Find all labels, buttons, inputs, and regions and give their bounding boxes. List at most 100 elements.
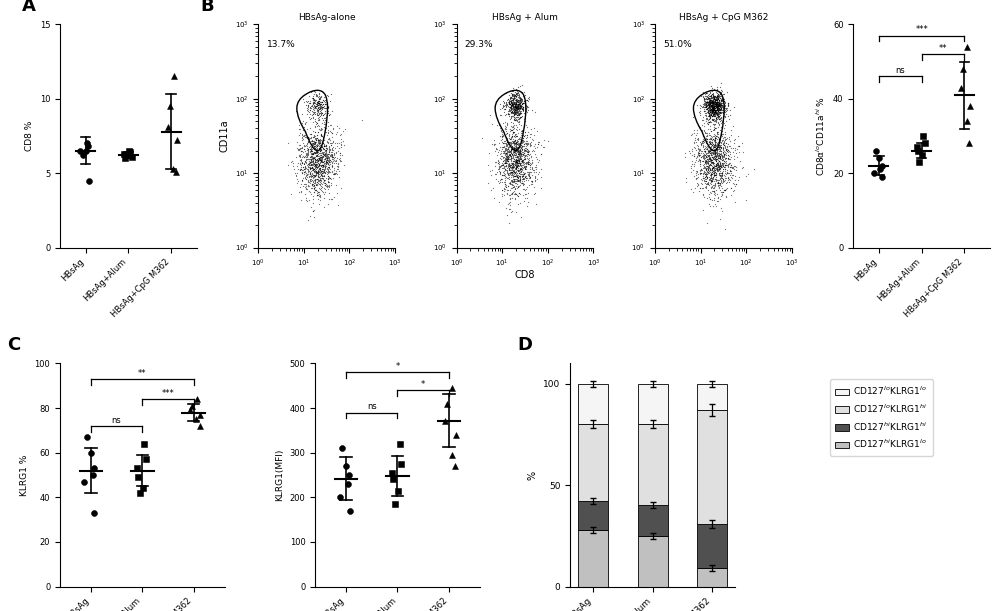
Point — [709, 105, 725, 115]
Point — [686, 137, 702, 147]
Point — [706, 163, 722, 172]
Point — [303, 154, 319, 164]
Point — [716, 94, 732, 104]
Point — [717, 160, 733, 170]
Point — [701, 98, 717, 108]
Point — [504, 92, 520, 101]
Point — [704, 97, 720, 107]
Point — [508, 172, 524, 181]
Point — [318, 141, 334, 151]
Point — [712, 180, 728, 189]
Point — [712, 185, 728, 195]
Point — [704, 177, 720, 186]
Point — [711, 164, 727, 174]
Point — [714, 189, 730, 199]
Point — [307, 175, 323, 185]
Point — [319, 159, 335, 169]
Point — [703, 149, 719, 159]
Point — [706, 110, 722, 120]
Point — [506, 147, 522, 156]
Point — [698, 138, 714, 148]
Point — [714, 98, 730, 108]
Point — [509, 171, 525, 181]
Point — [501, 164, 517, 174]
Point — [705, 109, 721, 119]
Point — [520, 156, 536, 166]
Point — [316, 92, 332, 102]
Point — [332, 156, 348, 166]
Point — [496, 170, 512, 180]
Point — [712, 153, 728, 163]
Point — [318, 145, 334, 155]
Point — [722, 137, 738, 147]
Point — [496, 184, 512, 194]
Point — [499, 128, 515, 137]
Point — [714, 93, 730, 103]
Point — [313, 105, 329, 115]
Point — [701, 89, 717, 99]
Point — [533, 149, 549, 159]
Point — [507, 91, 523, 101]
Point — [703, 102, 719, 112]
Point — [698, 171, 714, 181]
Point — [503, 101, 519, 111]
Point — [717, 103, 733, 113]
Point — [692, 168, 708, 178]
Point — [701, 110, 717, 120]
Point — [317, 125, 333, 134]
Point — [516, 98, 532, 108]
Point — [306, 158, 322, 167]
Point — [703, 105, 719, 115]
Point — [709, 84, 725, 94]
Point — [508, 142, 524, 152]
Point — [701, 160, 717, 170]
Point — [705, 104, 721, 114]
Point — [289, 174, 305, 184]
Point — [518, 106, 534, 115]
Point — [706, 145, 722, 155]
Point — [299, 132, 315, 142]
Point — [710, 164, 726, 174]
Point — [704, 152, 720, 162]
Point — [501, 150, 517, 159]
Point — [500, 144, 516, 153]
Point — [505, 92, 521, 101]
Point — [507, 100, 523, 110]
Point — [505, 137, 521, 147]
Point — [695, 142, 711, 152]
Point — [689, 152, 705, 162]
Point — [311, 192, 327, 202]
Point — [698, 183, 714, 192]
Point — [700, 117, 716, 127]
Point — [703, 158, 719, 168]
Point — [717, 164, 733, 174]
Point — [697, 150, 713, 159]
Point — [701, 98, 717, 108]
Point — [319, 182, 335, 192]
Point — [507, 108, 523, 117]
Point — [697, 158, 713, 168]
Point — [304, 156, 320, 166]
Point — [697, 102, 713, 112]
Point — [713, 163, 729, 172]
Point — [710, 106, 726, 116]
Point — [708, 148, 724, 158]
Point — [712, 100, 728, 110]
Point — [512, 134, 528, 144]
Point — [512, 174, 528, 183]
Point — [326, 170, 342, 180]
Point — [703, 157, 719, 167]
Point — [303, 157, 319, 167]
Point — [305, 94, 321, 104]
Point — [708, 142, 724, 152]
Point — [314, 131, 330, 141]
Point — [324, 156, 340, 166]
Point — [706, 163, 722, 173]
Point — [508, 155, 524, 165]
Point — [502, 146, 518, 156]
Point — [509, 158, 525, 167]
Point — [746, 164, 762, 174]
Point — [329, 164, 345, 174]
Point — [507, 90, 523, 100]
Point — [285, 161, 301, 170]
